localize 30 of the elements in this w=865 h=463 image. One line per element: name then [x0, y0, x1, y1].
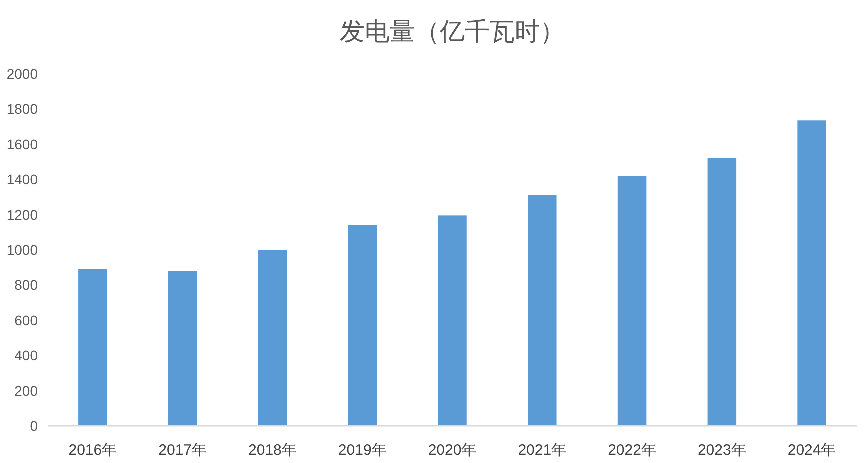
chart-title: 发电量（亿千瓦时） — [340, 18, 565, 46]
y-tick-label: 1800 — [6, 101, 38, 118]
x-tick-label: 2020年 — [428, 442, 477, 459]
x-tick-label: 2024年 — [788, 442, 836, 459]
x-tick-label: 2022年 — [608, 442, 656, 459]
x-tick-label: 2018年 — [248, 442, 297, 459]
y-tick-label: 2000 — [6, 66, 38, 82]
y-tick-label: 800 — [14, 277, 38, 294]
y-tick-label: 400 — [14, 348, 38, 364]
y-tick-label: 1600 — [6, 136, 38, 152]
x-tick-label: 2023年 — [698, 442, 746, 459]
bar — [168, 271, 198, 426]
bar — [798, 120, 826, 426]
y-tick-label: 200 — [14, 382, 38, 399]
y-tick-label: 1400 — [6, 172, 38, 188]
bar — [348, 225, 377, 426]
bar — [78, 269, 108, 426]
bar — [528, 195, 557, 426]
x-tick-label: 2019年 — [338, 442, 387, 459]
bar — [708, 158, 737, 426]
y-tick-label: 0 — [30, 418, 38, 434]
bar — [258, 250, 288, 426]
y-tick-label: 1200 — [6, 206, 38, 223]
x-tick-label: 2017年 — [158, 442, 208, 459]
x-tick-label: 2021年 — [518, 442, 567, 459]
x-tick-label: 2016年 — [68, 442, 118, 459]
y-tick-label: 600 — [14, 312, 38, 328]
bar — [618, 176, 647, 426]
y-tick-label: 1000 — [6, 242, 38, 258]
bar — [438, 216, 467, 426]
